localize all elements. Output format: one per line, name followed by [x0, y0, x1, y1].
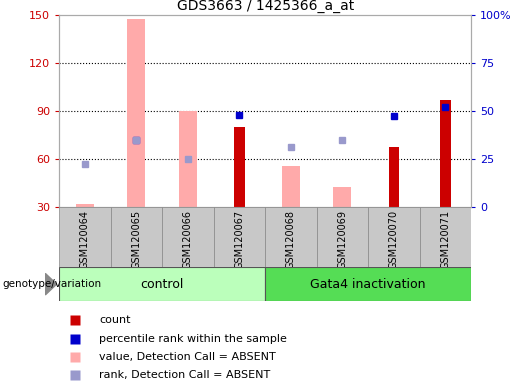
- Bar: [334, 187, 351, 207]
- Bar: [127, 18, 146, 207]
- Bar: [265, 207, 317, 267]
- Bar: [420, 207, 471, 267]
- Title: GDS3663 / 1425366_a_at: GDS3663 / 1425366_a_at: [177, 0, 354, 13]
- Bar: [368, 207, 420, 267]
- Text: rank, Detection Call = ABSENT: rank, Detection Call = ABSENT: [99, 370, 270, 380]
- Bar: [265, 267, 471, 301]
- Bar: [282, 166, 300, 207]
- Polygon shape: [45, 273, 57, 295]
- Bar: [111, 207, 162, 267]
- Bar: [76, 204, 94, 207]
- Text: GSM120067: GSM120067: [234, 210, 245, 270]
- Text: GSM120068: GSM120068: [286, 210, 296, 269]
- Bar: [214, 207, 265, 267]
- Bar: [389, 147, 399, 207]
- Text: control: control: [141, 278, 184, 291]
- Bar: [317, 207, 368, 267]
- Bar: [59, 207, 111, 267]
- Text: percentile rank within the sample: percentile rank within the sample: [99, 334, 287, 344]
- Text: GSM120071: GSM120071: [440, 210, 451, 270]
- Text: value, Detection Call = ABSENT: value, Detection Call = ABSENT: [99, 352, 276, 362]
- Text: GSM120064: GSM120064: [80, 210, 90, 269]
- Text: GSM120066: GSM120066: [183, 210, 193, 269]
- Text: GSM120070: GSM120070: [389, 210, 399, 270]
- Bar: [59, 267, 265, 301]
- Bar: [162, 207, 214, 267]
- Bar: [440, 100, 451, 207]
- Text: count: count: [99, 315, 130, 325]
- Text: Gata4 inactivation: Gata4 inactivation: [311, 278, 426, 291]
- Text: GSM120069: GSM120069: [337, 210, 348, 269]
- Text: genotype/variation: genotype/variation: [3, 279, 101, 289]
- Bar: [179, 111, 197, 207]
- Text: GSM120065: GSM120065: [131, 210, 142, 270]
- Bar: [234, 127, 245, 207]
